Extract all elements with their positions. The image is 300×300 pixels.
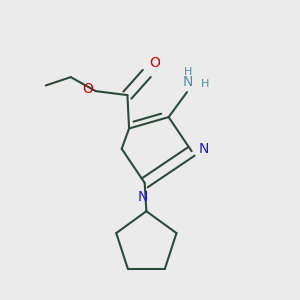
Text: N: N [199, 142, 209, 156]
Text: H: H [183, 67, 192, 77]
Text: N: N [182, 75, 193, 89]
Text: O: O [149, 56, 160, 70]
Text: O: O [82, 82, 93, 96]
Text: N: N [138, 190, 148, 204]
Text: H: H [201, 79, 209, 89]
